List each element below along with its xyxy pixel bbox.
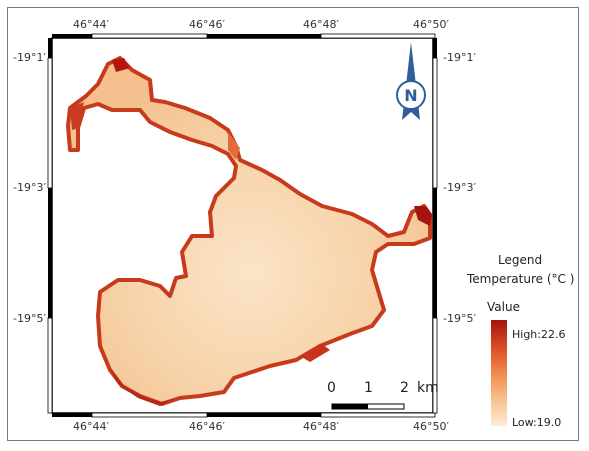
lake-temperature-raster: [66, 56, 432, 406]
legend-high-label: High:22.6: [512, 328, 566, 341]
scale-bar: [331, 403, 405, 410]
right-lat-label: -19°5′: [443, 312, 476, 325]
map-frame: [7, 7, 579, 441]
scale-unit: km: [417, 380, 439, 396]
top-lon-label: 46°48′: [303, 18, 339, 31]
north-arrow: N: [396, 42, 426, 120]
legend-value-label: Value: [487, 300, 520, 314]
right-lat-label: -19°1′: [443, 51, 476, 64]
legend-low-label: Low:19.0: [512, 416, 562, 429]
legend-title: Legend: [498, 253, 543, 267]
north-arrow-letter: N: [404, 86, 417, 105]
right-lat-label: -19°3′: [443, 181, 476, 194]
left-lat-label: -19°3′: [13, 181, 46, 194]
top-lon-label: 46°50′: [413, 18, 449, 31]
legend-color-ramp: [491, 320, 507, 426]
top-lon-label: 46°46′: [189, 18, 225, 31]
graticule-border: [47, 33, 438, 418]
left-lat-label: -19°5′: [13, 312, 46, 325]
left-lat-label: -19°1′: [13, 51, 46, 64]
legend-subtitle: Temperature (°C ): [467, 272, 575, 286]
scale-label-1: 1: [364, 380, 373, 396]
scale-label-0: 0: [327, 380, 336, 396]
bottom-lon-label: 46°50′: [413, 420, 449, 433]
bottom-lon-label: 46°48′: [303, 420, 339, 433]
bottom-lon-label: 46°44′: [73, 420, 109, 433]
bottom-lon-label: 46°46′: [189, 420, 225, 433]
scale-label-2: 2: [400, 380, 409, 396]
top-lon-label: 46°44′: [73, 18, 109, 31]
